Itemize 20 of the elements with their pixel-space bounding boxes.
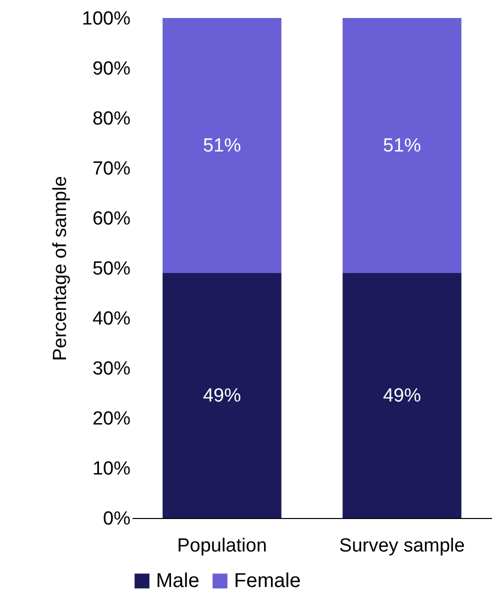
y-tick-label: 90%: [92, 58, 131, 80]
y-tick-label: 20%: [92, 408, 131, 430]
y-tick-label: 60%: [92, 208, 131, 230]
y-tick-label: 10%: [92, 458, 131, 480]
data-label: 49%: [202, 386, 242, 406]
data-label: 49%: [382, 386, 422, 406]
data-label: 51%: [382, 136, 422, 156]
y-tick-label: 70%: [92, 158, 131, 180]
x-tick-label: Population: [177, 536, 267, 556]
y-tick-label: 50%: [92, 258, 131, 280]
legend-label: Male: [156, 570, 200, 592]
legend-label: Female: [234, 570, 301, 592]
y-tick-label: 30%: [92, 358, 131, 380]
y-tick-label: 100%: [82, 8, 131, 30]
x-tick-label: Survey sample: [339, 536, 465, 556]
y-tick-label: 0%: [103, 508, 131, 530]
y-tick-label: 80%: [92, 108, 131, 130]
y-tick-label: 40%: [92, 308, 131, 330]
data-label: 51%: [202, 136, 242, 156]
y-axis-title: Percentage of sample: [50, 176, 71, 361]
